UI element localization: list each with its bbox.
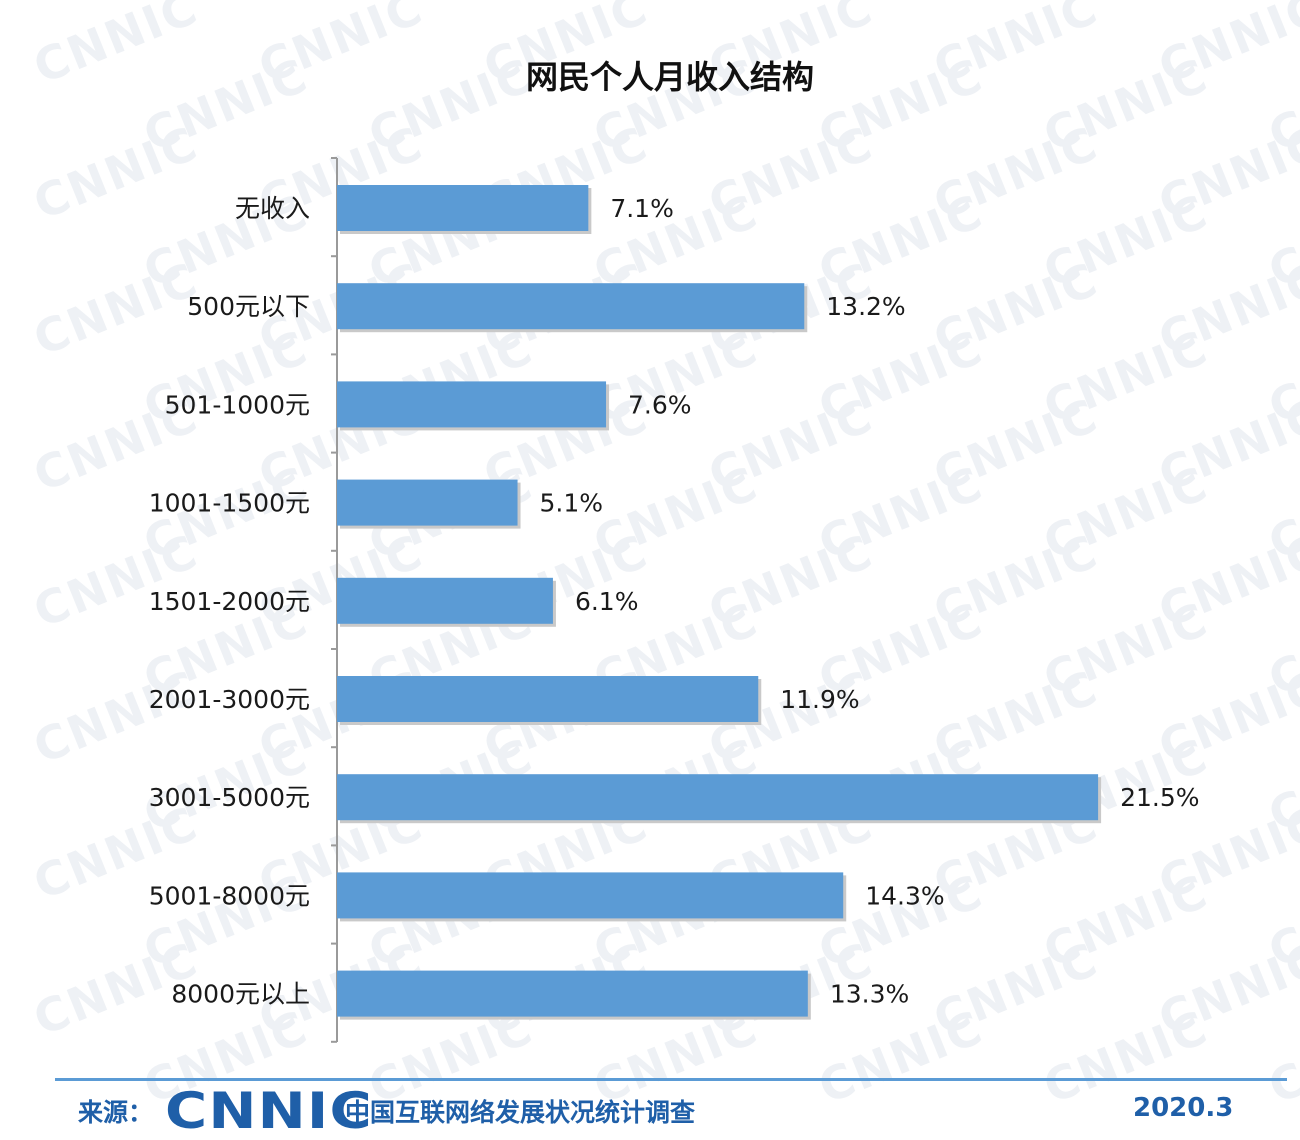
bar-chart: 无收入 7.1% 500元以下 13.2% 501-1000元 7.6% 1001-1500… [149,157,1200,1043]
category-label: 3001-5000元 [149,783,310,812]
category-label: 500元以下 [187,292,310,321]
value-label: 7.1% [610,194,674,223]
category-label: 1001-1500元 [149,489,310,518]
org-name: 中国互联网络发展状况统计调查 [345,1098,696,1127]
category-label: 5001-8000元 [149,881,310,910]
category-label: 501-1000元 [165,390,310,419]
category-label: 1501-2000元 [149,587,310,616]
value-label: 14.3% [865,881,944,910]
value-label: 11.9% [780,685,859,714]
report-date: 2020.3 [1133,1093,1234,1123]
bar [337,185,589,231]
cnnic-logo: CNNIC [165,1082,373,1140]
chart-title: 网民个人月收入结构 [525,58,814,96]
bar [337,577,553,624]
bar [337,479,518,526]
value-label: 5.1% [540,489,604,518]
value-label: 21.5% [1120,783,1199,812]
value-label: 13.3% [830,980,909,1009]
bar [337,676,759,722]
value-label: 6.1% [575,587,639,616]
value-label: 7.6% [628,390,692,419]
source-label: 来源： [78,1098,154,1127]
category-label: 8000元以上 [171,980,310,1009]
bar [337,970,808,1017]
category-label: 无收入 [235,194,310,223]
bar [337,872,844,919]
category-label: 2001-3000元 [149,685,310,714]
bar [337,774,1099,821]
footer-divider [55,1078,1287,1081]
value-label: 13.2% [826,292,905,321]
bar [337,381,607,428]
bar [337,283,805,330]
